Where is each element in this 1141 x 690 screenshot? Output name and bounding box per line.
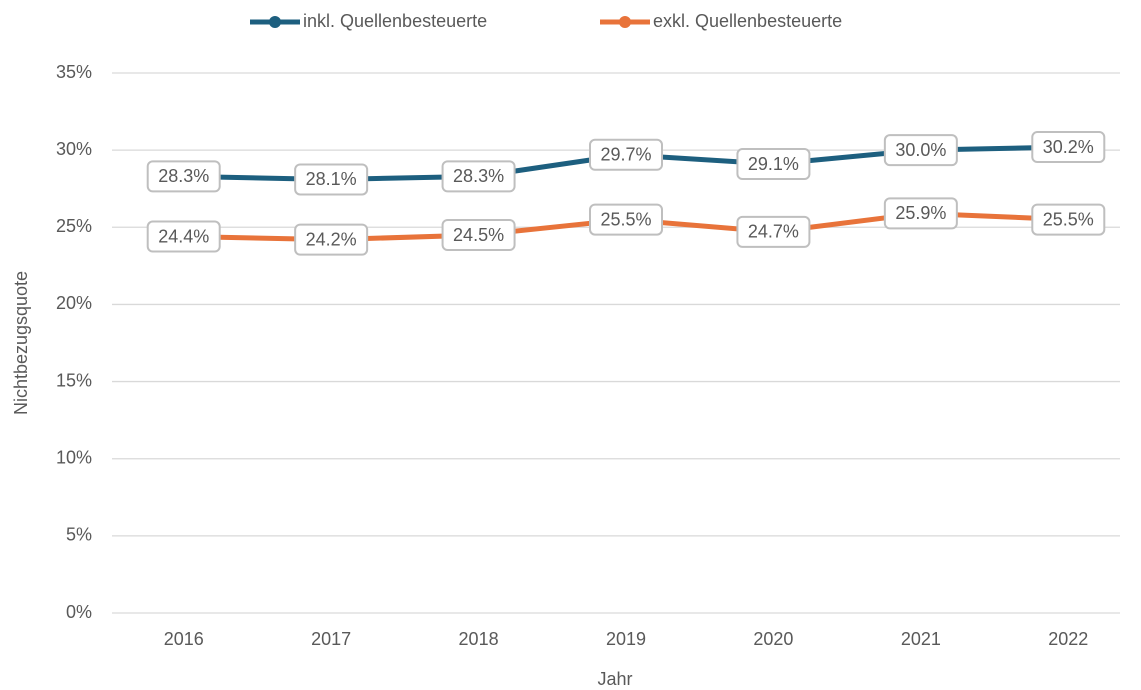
data-label-box: [146, 160, 221, 193]
data-label: 25.9%: [895, 203, 946, 223]
x-axis-label: Jahr: [597, 669, 632, 689]
y-tick-label: 30%: [56, 139, 92, 159]
data-label: 24.5%: [453, 225, 504, 245]
x-tick-label: 2022: [1048, 629, 1088, 649]
y-tick-label: 0%: [66, 602, 92, 622]
legend-marker: [269, 16, 281, 28]
data-label: 24.7%: [748, 222, 799, 242]
y-axis-label: Nichtbezugsquote: [11, 271, 31, 415]
y-tick-label: 10%: [56, 447, 92, 467]
y-tick-label: 35%: [56, 62, 92, 82]
x-tick-label: 2017: [311, 629, 351, 649]
legend-label: inkl. Quellenbesteuerte: [303, 11, 487, 31]
data-label: 25.5%: [600, 209, 651, 229]
data-label: 29.1%: [748, 154, 799, 174]
data-label-box: [589, 203, 663, 236]
data-label-box: [146, 220, 221, 253]
data-label: 28.3%: [453, 166, 504, 186]
data-label: 24.4%: [158, 226, 209, 246]
data-label-box: [736, 148, 811, 181]
data-label-box: [294, 223, 369, 256]
legend-label: exkl. Quellenbesteuerte: [653, 11, 842, 31]
x-tick-label: 2020: [753, 629, 793, 649]
data-label-box: [441, 160, 516, 193]
data-label-box: [589, 138, 663, 171]
y-tick-label: 20%: [56, 293, 92, 313]
data-label-box: [294, 163, 369, 196]
x-tick-label: 2019: [606, 629, 646, 649]
data-label: 28.3%: [158, 166, 209, 186]
x-tick-label: 2021: [901, 629, 941, 649]
x-tick-label: 2018: [459, 629, 499, 649]
data-label: 25.5%: [1043, 209, 1094, 229]
data-label: 30.2%: [1043, 137, 1094, 157]
data-label-box: [883, 134, 958, 167]
data-label-box: [1031, 131, 1106, 164]
y-tick-label: 25%: [56, 216, 92, 236]
data-label: 24.2%: [306, 229, 357, 249]
data-label: 30.0%: [895, 140, 946, 160]
data-label-box: [1031, 203, 1106, 236]
data-label: 29.7%: [600, 145, 651, 165]
y-tick-label: 15%: [56, 370, 92, 390]
y-tick-label: 5%: [66, 525, 92, 545]
x-tick-label: 2016: [164, 629, 204, 649]
data-label-box: [441, 219, 516, 251]
legend-marker: [619, 16, 631, 28]
data-label-box: [736, 215, 811, 248]
data-label: 28.1%: [306, 169, 357, 189]
data-label-box: [883, 197, 958, 230]
